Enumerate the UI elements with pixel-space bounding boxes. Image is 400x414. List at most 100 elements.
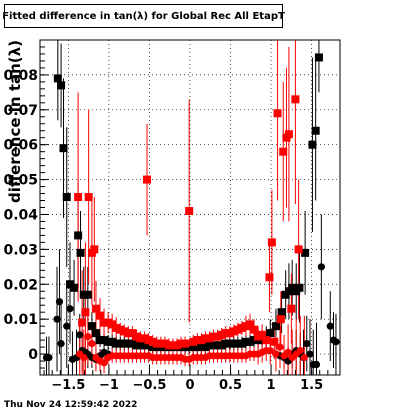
data-point-square (294, 245, 303, 254)
data-point-circle (312, 360, 321, 369)
data-point-square (128, 339, 137, 348)
y-tick-label: 0.04 (3, 207, 38, 223)
data-point-square (160, 339, 169, 348)
data-point-square (205, 341, 214, 350)
data-point-square (291, 95, 300, 104)
data-point-circle (284, 348, 292, 356)
data-point-square (91, 304, 100, 313)
data-point-square (108, 320, 117, 329)
data-point-circle (55, 298, 64, 306)
data-point-square (201, 334, 210, 343)
data-point-circle (66, 305, 74, 313)
data-point-square (241, 337, 250, 346)
data-point-square (173, 341, 182, 350)
data-point-square (152, 339, 161, 348)
data-point-square (262, 336, 271, 345)
data-point-square (78, 318, 87, 327)
timestamp: Thu Nov 24 12:59:42 2022 (4, 400, 138, 410)
data-point-square (189, 343, 198, 352)
y-tick-label: 0 (28, 347, 38, 363)
data-point-square (90, 245, 99, 254)
data-point-square (258, 330, 267, 339)
data-point-square (156, 339, 165, 348)
data-point-square (246, 320, 254, 329)
y-tick-label: 0.08 (3, 68, 38, 84)
x-tick-label: −1.5 (51, 378, 85, 393)
data-point-square (209, 341, 218, 350)
data-point-square (217, 330, 226, 339)
data-point-square (96, 336, 104, 345)
data-point-circle (45, 353, 53, 362)
data-point-square (124, 329, 133, 338)
data-point-square (288, 283, 297, 292)
data-point-square (120, 339, 129, 348)
x-tick-label: −1 (99, 378, 119, 393)
data-point-square (197, 343, 206, 352)
data-point-square (74, 231, 83, 240)
data-point-circle (296, 346, 304, 355)
data-point-circle (332, 338, 340, 346)
data-point-square (209, 332, 218, 341)
data-point-circle (300, 353, 308, 362)
data-point-square (74, 193, 83, 202)
data-point-square (57, 81, 66, 90)
data-point-square (168, 341, 177, 350)
data-point-square (308, 140, 317, 149)
data-point-square (284, 130, 293, 139)
data-point-square (185, 206, 194, 215)
data-point-square (96, 311, 104, 320)
data-point-circle (88, 339, 96, 348)
data-point-square (100, 318, 109, 327)
data-point-square (254, 332, 263, 341)
data-point-circle (63, 322, 71, 330)
data-point-square (270, 337, 279, 346)
data-point-square (229, 339, 238, 348)
data-point-square (295, 283, 304, 292)
data-point-circle (303, 339, 311, 348)
data-point-square (250, 336, 259, 345)
data-point-square (87, 322, 96, 331)
data-point-circle (84, 333, 92, 341)
data-point-square (193, 343, 202, 352)
data-point-square (84, 193, 93, 202)
data-point-circle (53, 315, 61, 323)
data-point-square (233, 325, 242, 334)
y-tick-label: 0.03 (3, 242, 38, 258)
data-point-square (189, 337, 198, 346)
data-point-square (136, 341, 145, 350)
data-point-square (164, 341, 173, 350)
data-point-square (128, 329, 137, 338)
chart-title: Fitted difference in tan(λ) for Global R… (2, 4, 285, 28)
axis-ticks (40, 39, 337, 376)
data-point-square (124, 339, 133, 348)
data-point-circle (317, 263, 325, 271)
data-point-square (116, 325, 125, 334)
data-point-square (201, 343, 210, 352)
x-tick-label: −0.5 (132, 378, 166, 393)
data-point-square (132, 341, 141, 350)
data-point-square (136, 334, 145, 343)
data-point-square (140, 341, 149, 350)
data-point-square (221, 329, 230, 338)
data-point-square (273, 109, 282, 118)
data-point-square (112, 339, 121, 348)
data-point-square (70, 283, 79, 292)
data-point-square (132, 332, 141, 341)
data-point-square (271, 322, 280, 331)
data-point-square (116, 339, 125, 348)
y-axis-label: difference in tan(λ) (6, 40, 24, 203)
data-point-square (59, 144, 68, 153)
y-tick-label: 0.01 (3, 312, 38, 328)
data-point-square (246, 337, 254, 346)
data-point-square (140, 334, 149, 343)
data-point-square (276, 315, 285, 324)
data-point-square (258, 336, 267, 345)
data-point-circle (57, 339, 65, 348)
y-tick-label: 0.02 (3, 277, 38, 293)
data-point-circle (306, 350, 314, 358)
data-point-square (279, 147, 288, 156)
x-tick-labels: −1.5 −1 −0.5 0 0.5 1 1.5 (51, 378, 323, 393)
data-point-square (143, 175, 152, 184)
data-point-square (193, 336, 202, 345)
data-point-circle (326, 322, 334, 330)
